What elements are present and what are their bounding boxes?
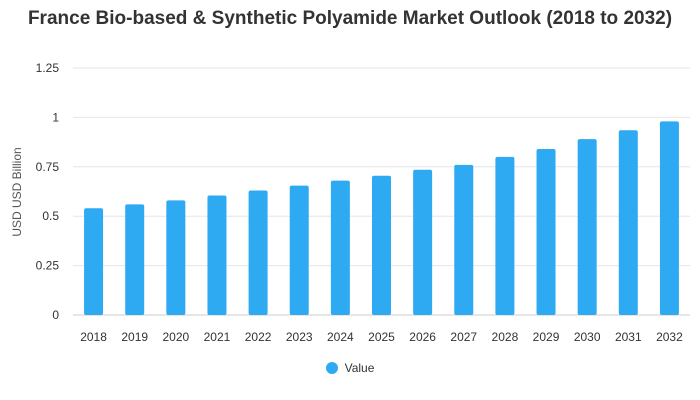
bar-2021[interactable] (207, 195, 227, 315)
legend-swatch-value (325, 362, 338, 374)
x-tick-label: 2023 (286, 330, 313, 344)
x-tick-label: 2026 (409, 330, 436, 344)
y-tick-label: 1.25 (36, 61, 60, 75)
bars (84, 121, 679, 316)
x-tick-label: 2022 (245, 330, 272, 344)
x-tick-label: 2030 (574, 330, 601, 344)
bar-2018[interactable] (84, 208, 104, 315)
bar-2030[interactable] (577, 139, 597, 315)
bar-2023[interactable] (289, 185, 309, 315)
bar-2024[interactable] (330, 180, 350, 315)
x-tick-label: 2019 (121, 330, 148, 344)
y-tick-label: 1 (52, 110, 59, 124)
bar-2022[interactable] (248, 190, 268, 315)
bar-2032[interactable] (659, 121, 679, 316)
y-tick-label: 0.75 (36, 160, 60, 174)
y-tick-label: 0.5 (42, 209, 59, 223)
chart-title: France Bio-based & Synthetic Polyamide M… (27, 8, 673, 29)
y-tick-label: 0.25 (36, 259, 60, 273)
bar-2029[interactable] (536, 149, 556, 315)
x-tick-label: 2031 (615, 330, 642, 344)
bar-2027[interactable] (454, 164, 474, 315)
bar-2020[interactable] (166, 200, 186, 315)
x-axis-ticks: 2018 2019 2020 2021 2022 2023 2024 2025 2026 2027… (80, 330, 683, 344)
legend[interactable]: Value (0, 361, 700, 375)
x-tick-label: 2028 (492, 330, 519, 344)
x-tick-label: 2032 (656, 330, 683, 344)
bar-2019[interactable] (125, 204, 145, 315)
x-tick-label: 2020 (162, 330, 189, 344)
x-tick-label: 2029 (533, 330, 560, 344)
bar-2028[interactable] (495, 156, 515, 315)
x-tick-label: 2025 (368, 330, 395, 344)
legend-label-value: Value (344, 361, 375, 375)
x-tick-label: 2027 (450, 330, 477, 344)
bar-2025[interactable] (372, 175, 391, 315)
y-axis-ticks: 0 0.25 0.5 0.75 1 1.25 (36, 61, 60, 322)
x-tick-label: 2018 (80, 330, 107, 344)
x-tick-label: 2024 (327, 330, 354, 344)
bar-2031[interactable] (618, 130, 638, 315)
bar-2026[interactable] (413, 169, 433, 315)
y-tick-label: 0 (52, 308, 59, 322)
x-tick-label: 2021 (204, 330, 231, 344)
